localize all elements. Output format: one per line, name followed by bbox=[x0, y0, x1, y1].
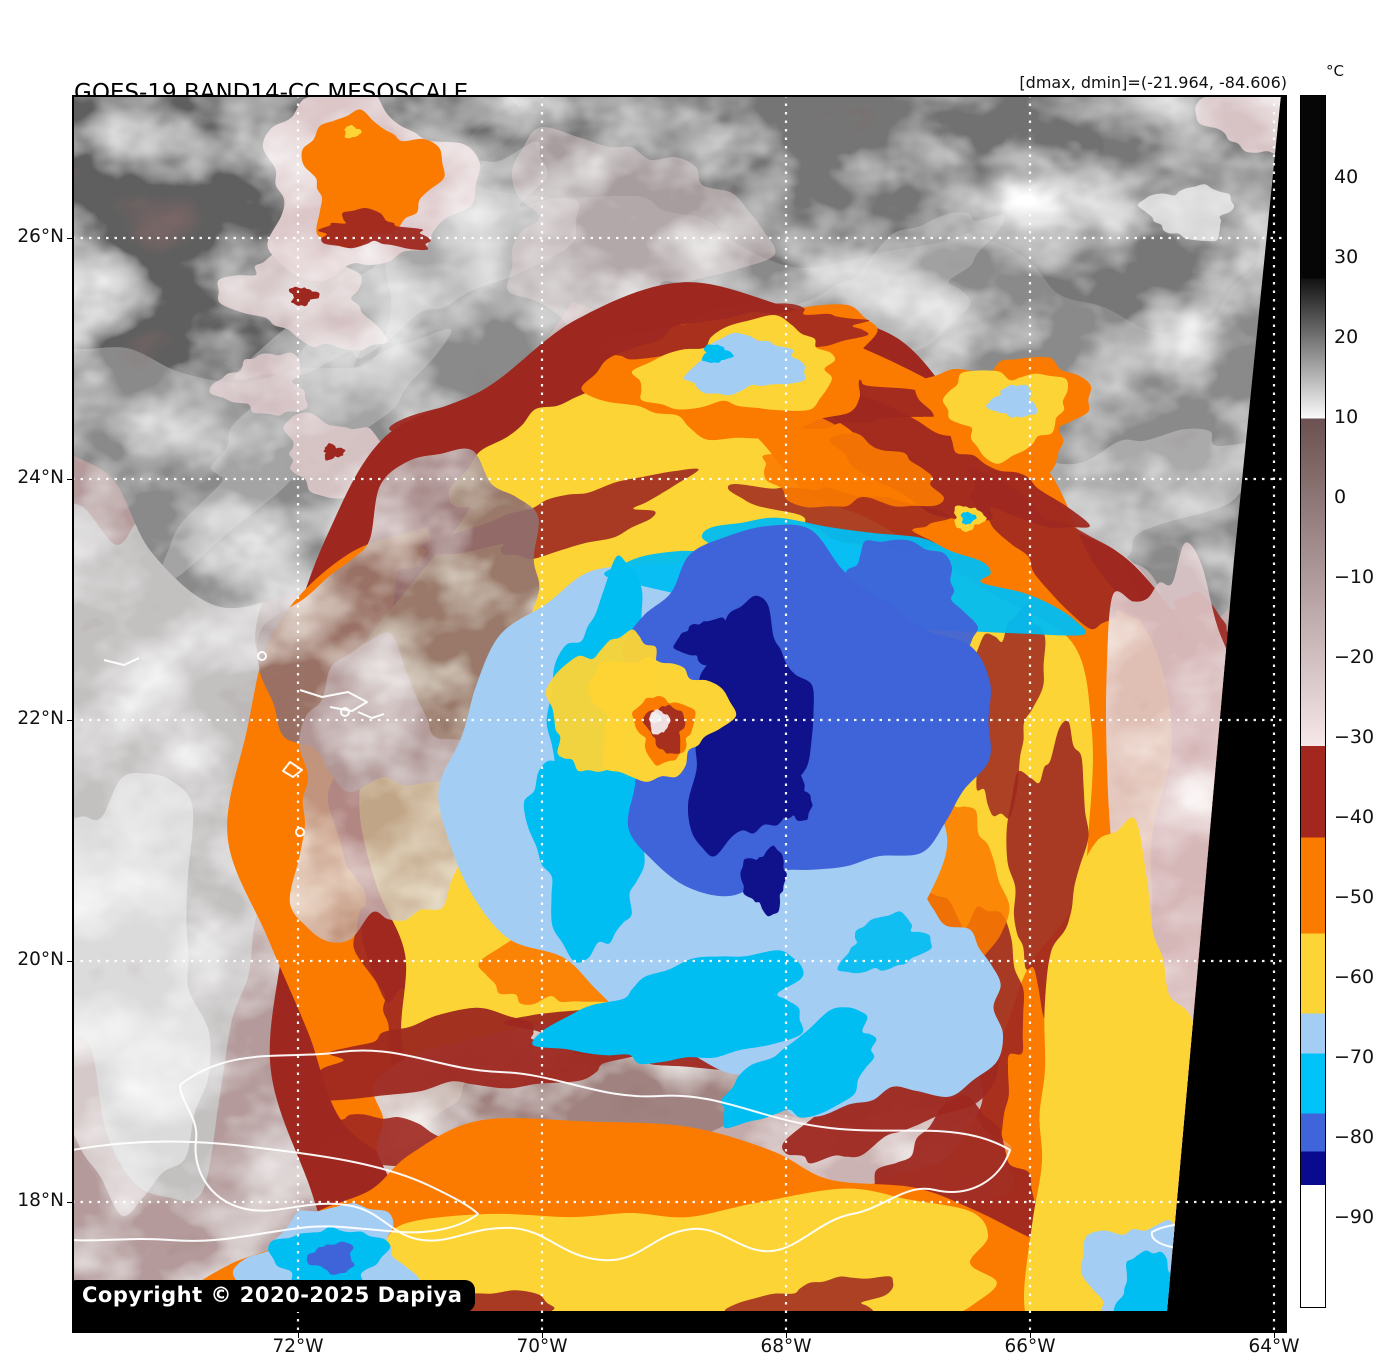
island-dot-2 bbox=[257, 651, 267, 661]
cloud-white-spot bbox=[1137, 184, 1235, 242]
island-dot-3 bbox=[295, 827, 305, 837]
lat-label-26N: 26°N bbox=[17, 226, 64, 247]
lat-tick bbox=[67, 961, 72, 963]
lat-tick bbox=[67, 479, 72, 481]
convection-orange-top bbox=[301, 109, 445, 248]
convection-red-rim bbox=[317, 208, 431, 251]
dry-slot-nw2 bbox=[289, 632, 486, 943]
island-dot-1 bbox=[340, 707, 350, 717]
yellow-south-band bbox=[325, 1188, 997, 1311]
lon-tick bbox=[1274, 1333, 1276, 1338]
red-band-n3 bbox=[813, 377, 1090, 529]
navy-south-spot bbox=[740, 845, 787, 917]
colorbar-tick--30: −30 bbox=[1334, 726, 1375, 748]
colorbar-tick-0: 0 bbox=[1334, 486, 1347, 508]
colorbar-tick--20: −20 bbox=[1334, 646, 1375, 668]
colorbar-tick--80: −80 bbox=[1334, 1126, 1375, 1148]
red-band-n4 bbox=[968, 467, 1142, 630]
coastline-turks-2 bbox=[357, 711, 385, 719]
north-band-cyan bbox=[701, 344, 734, 363]
lon-label-68W: 68°W bbox=[760, 1336, 812, 1357]
ne-blob-yellow bbox=[942, 370, 1069, 464]
colorbar-tick--90: −90 bbox=[1334, 1206, 1375, 1228]
cyan-arc-s1 bbox=[532, 950, 804, 1065]
coastline-hispaniola bbox=[179, 1049, 1011, 1262]
lat-tick bbox=[67, 720, 72, 722]
coastline-cuba bbox=[72, 1140, 479, 1242]
dmax-dmin-readout: [dmax, dmin]=(-21.964, -84.606) bbox=[1019, 73, 1287, 92]
lon-tick bbox=[298, 1333, 300, 1338]
eye-yellow-arm bbox=[545, 629, 657, 772]
colorbar-tick--40: −40 bbox=[1334, 806, 1375, 828]
red-speck-2 bbox=[323, 443, 346, 461]
colorbar-unit-label: °C bbox=[1326, 62, 1344, 80]
lon-label-70W: 70°W bbox=[516, 1336, 568, 1357]
lat-tick bbox=[67, 238, 72, 240]
lat-label-20N: 20°N bbox=[17, 949, 64, 970]
orange-intrusion-3 bbox=[762, 416, 944, 508]
lon-tick bbox=[786, 1333, 788, 1338]
lon-tick bbox=[1030, 1333, 1032, 1338]
cyan-arc-w2 bbox=[523, 754, 645, 963]
royal-south-dot bbox=[306, 1241, 355, 1275]
cyan-arc-s2 bbox=[720, 1007, 877, 1129]
copyright-badge: Copyright © 2020-2025 Dapiya bbox=[72, 1280, 476, 1312]
lon-tick bbox=[542, 1333, 544, 1338]
graticule bbox=[72, 95, 1287, 1333]
colorbar-tick-40: 40 bbox=[1334, 166, 1359, 188]
lat-label-24N: 24°N bbox=[17, 467, 64, 488]
colorbar-tick--10: −10 bbox=[1334, 566, 1375, 588]
lat-tick bbox=[67, 1202, 72, 1204]
colorbar-tick-labels: 40 30 20 10 0 −10 −20 −30 −40 −50 −60 −70 −80 −90 bbox=[1334, 95, 1390, 1308]
temperature-colorbar bbox=[1300, 95, 1326, 1308]
red-speck-1 bbox=[288, 286, 320, 307]
cyan-spot-s bbox=[837, 911, 932, 974]
navy-south-spot2 bbox=[778, 771, 813, 822]
axes-frame bbox=[72, 95, 1287, 1333]
satellite-map bbox=[72, 95, 1287, 1333]
satellite-imagery bbox=[72, 95, 1287, 1333]
colorbar-tick--60: −60 bbox=[1334, 966, 1375, 988]
lon-label-72W: 72°W bbox=[272, 1336, 324, 1357]
cold-core-layer bbox=[188, 303, 1225, 1311]
cloud-left-white2 bbox=[72, 773, 211, 1217]
coastline-bahamas-1 bbox=[103, 657, 140, 666]
ne-blob-blue bbox=[986, 384, 1038, 418]
lat-label-22N: 22°N bbox=[17, 708, 64, 729]
royal-arm-ne bbox=[813, 539, 978, 652]
cyan-se-corner bbox=[1113, 1250, 1188, 1311]
red-south-2 bbox=[724, 1276, 894, 1311]
speck-cyan bbox=[960, 511, 977, 525]
cloud-pale-mid-top bbox=[507, 126, 776, 332]
lon-label-64W: 64°W bbox=[1248, 1336, 1300, 1357]
colorbar-tick-30: 30 bbox=[1334, 246, 1359, 268]
convection-yellow-dot bbox=[344, 124, 362, 139]
red-inner-3 bbox=[967, 603, 1046, 819]
navy-north-spot bbox=[673, 617, 731, 667]
lat-label-18N: 18°N bbox=[17, 1190, 64, 1211]
lon-label-66W: 66°W bbox=[1004, 1336, 1056, 1357]
cloud-pink-chain2 bbox=[209, 352, 308, 416]
colorbar-tick-20: 20 bbox=[1334, 326, 1359, 348]
colorbar-tick-10: 10 bbox=[1334, 406, 1359, 428]
colorbar-tick--70: −70 bbox=[1334, 1046, 1375, 1068]
red-hisp-1 bbox=[294, 1007, 639, 1101]
colorbar-tick--50: −50 bbox=[1334, 886, 1375, 908]
